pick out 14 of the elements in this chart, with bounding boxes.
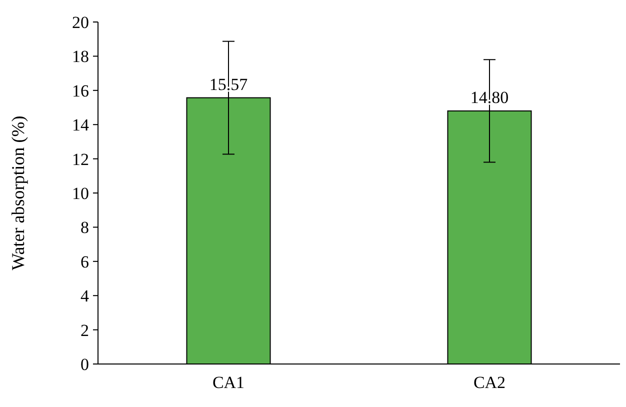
y-tick-label: 14 [72,116,90,135]
y-axis-title: Water absorption (%) [8,116,28,270]
y-tick-label: 10 [72,184,89,203]
y-tick-label: 4 [80,286,90,306]
x-tick-label: CA1 [212,373,245,392]
y-tick-label: 2 [80,320,89,340]
x-tick-label: CA2 [473,373,506,392]
y-tick-label: 6 [80,252,89,272]
y-tick-label: 20 [72,12,89,32]
y-tick-label: 12 [72,150,89,169]
y-tick-label: 0 [80,354,89,374]
y-tick-label: 18 [72,47,89,66]
y-tick-label: 8 [80,218,89,238]
y-tick-label: 16 [72,81,89,100]
